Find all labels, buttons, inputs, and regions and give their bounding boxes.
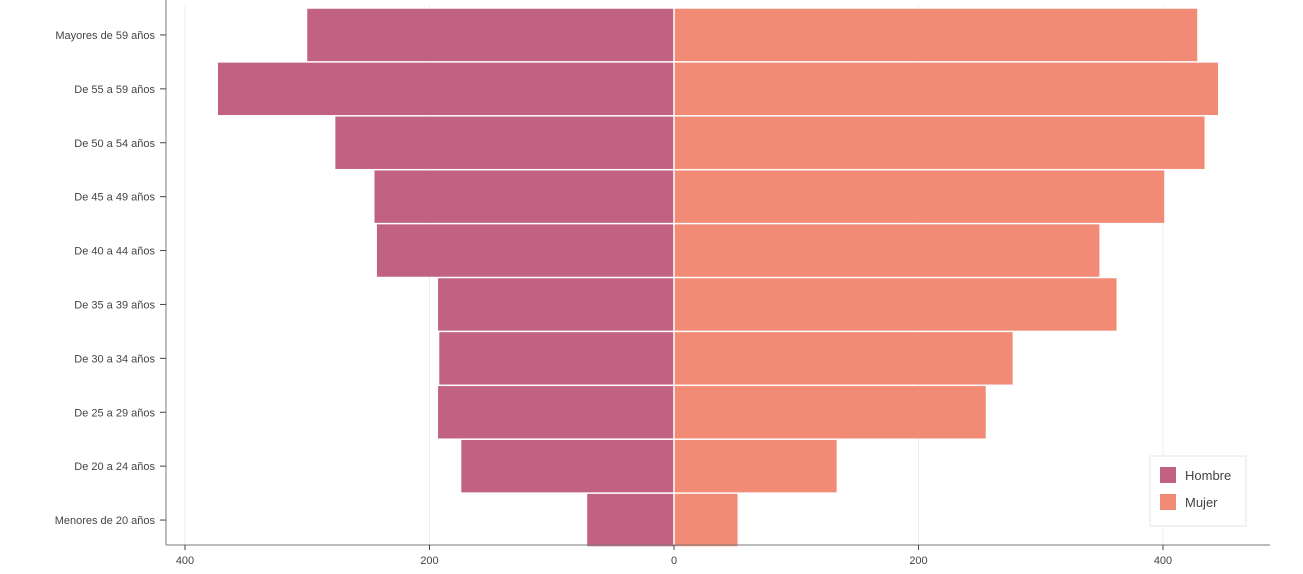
y-tick-label: De 35 a 39 años: [74, 299, 155, 311]
y-tick-label: De 45 a 49 años: [74, 192, 155, 204]
legend-swatch-mujer: [1160, 494, 1176, 510]
bar-hombre: [376, 224, 674, 277]
x-tick-label: 400: [1154, 555, 1172, 567]
axis-layer: Mayores de 59 años De 55 a 59 años De 50 a…: [55, 0, 1270, 567]
bar-mujer: [674, 62, 1219, 116]
x-tick-label: 0: [671, 555, 677, 567]
bar-hombre: [374, 170, 674, 223]
legend-box: [1149, 455, 1247, 527]
bar-mujer: [674, 170, 1165, 223]
y-tick-label: De 55 a 59 años: [74, 84, 155, 96]
bar-hombre: [439, 332, 674, 385]
bar-mujer: [674, 386, 986, 439]
bar-mujer: [674, 224, 1100, 277]
y-tick-label: De 25 a 29 años: [74, 407, 155, 419]
x-tick-label: 400: [176, 555, 194, 567]
bar-hombre: [335, 116, 674, 169]
legend-label-hombre: Hombre: [1185, 468, 1231, 483]
bar-mujer: [674, 8, 1198, 62]
bar-mujer: [674, 116, 1205, 169]
x-tick-label: 200: [909, 555, 927, 567]
bar-hombre: [307, 8, 674, 62]
x-tick-label: 200: [420, 555, 438, 567]
y-tick-label: De 50 a 54 años: [74, 138, 155, 150]
y-tick-label: De 20 a 24 años: [74, 461, 155, 473]
y-tick-label: De 30 a 34 años: [74, 353, 155, 365]
y-tick-label: Mayores de 59 años: [55, 30, 155, 42]
bar-mujer: [674, 332, 1013, 385]
bar-hombre: [218, 62, 674, 116]
bar-hombre: [438, 386, 674, 439]
bars-layer: [218, 6, 1219, 547]
bar-hombre: [438, 278, 674, 331]
legend-swatch-hombre: [1160, 467, 1176, 483]
y-tick-label: De 40 a 44 años: [74, 246, 155, 258]
bar-mujer: [674, 493, 738, 547]
bar-hombre: [461, 439, 674, 493]
bar-mujer: [674, 439, 837, 493]
bar-hombre: [587, 493, 674, 547]
bar-mujer: [674, 278, 1117, 331]
legend: Hombre Mujer: [1149, 455, 1247, 527]
legend-label-mujer: Mujer: [1185, 495, 1218, 510]
y-tick-label: Menores de 20 años: [55, 515, 156, 527]
